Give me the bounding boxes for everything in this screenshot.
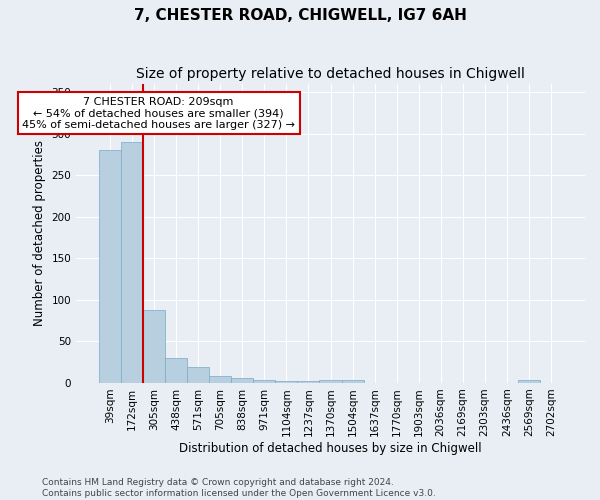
Bar: [518, 380, 540, 383]
Y-axis label: Number of detached properties: Number of detached properties: [33, 140, 46, 326]
Title: Size of property relative to detached houses in Chigwell: Size of property relative to detached ho…: [136, 68, 525, 82]
Bar: [275, 381, 298, 383]
Bar: [209, 376, 232, 383]
Bar: [341, 380, 364, 383]
X-axis label: Distribution of detached houses by size in Chigwell: Distribution of detached houses by size …: [179, 442, 482, 455]
Bar: [121, 142, 143, 383]
Text: 7 CHESTER ROAD: 209sqm
← 54% of detached houses are smaller (394)
45% of semi-de: 7 CHESTER ROAD: 209sqm ← 54% of detached…: [22, 96, 295, 130]
Bar: [143, 310, 165, 383]
Bar: [232, 378, 253, 383]
Bar: [319, 380, 341, 383]
Bar: [99, 150, 121, 383]
Bar: [298, 381, 319, 383]
Bar: [187, 367, 209, 383]
Bar: [253, 380, 275, 383]
Text: 7, CHESTER ROAD, CHIGWELL, IG7 6AH: 7, CHESTER ROAD, CHIGWELL, IG7 6AH: [134, 8, 466, 22]
Bar: [165, 358, 187, 383]
Text: Contains HM Land Registry data © Crown copyright and database right 2024.
Contai: Contains HM Land Registry data © Crown c…: [42, 478, 436, 498]
